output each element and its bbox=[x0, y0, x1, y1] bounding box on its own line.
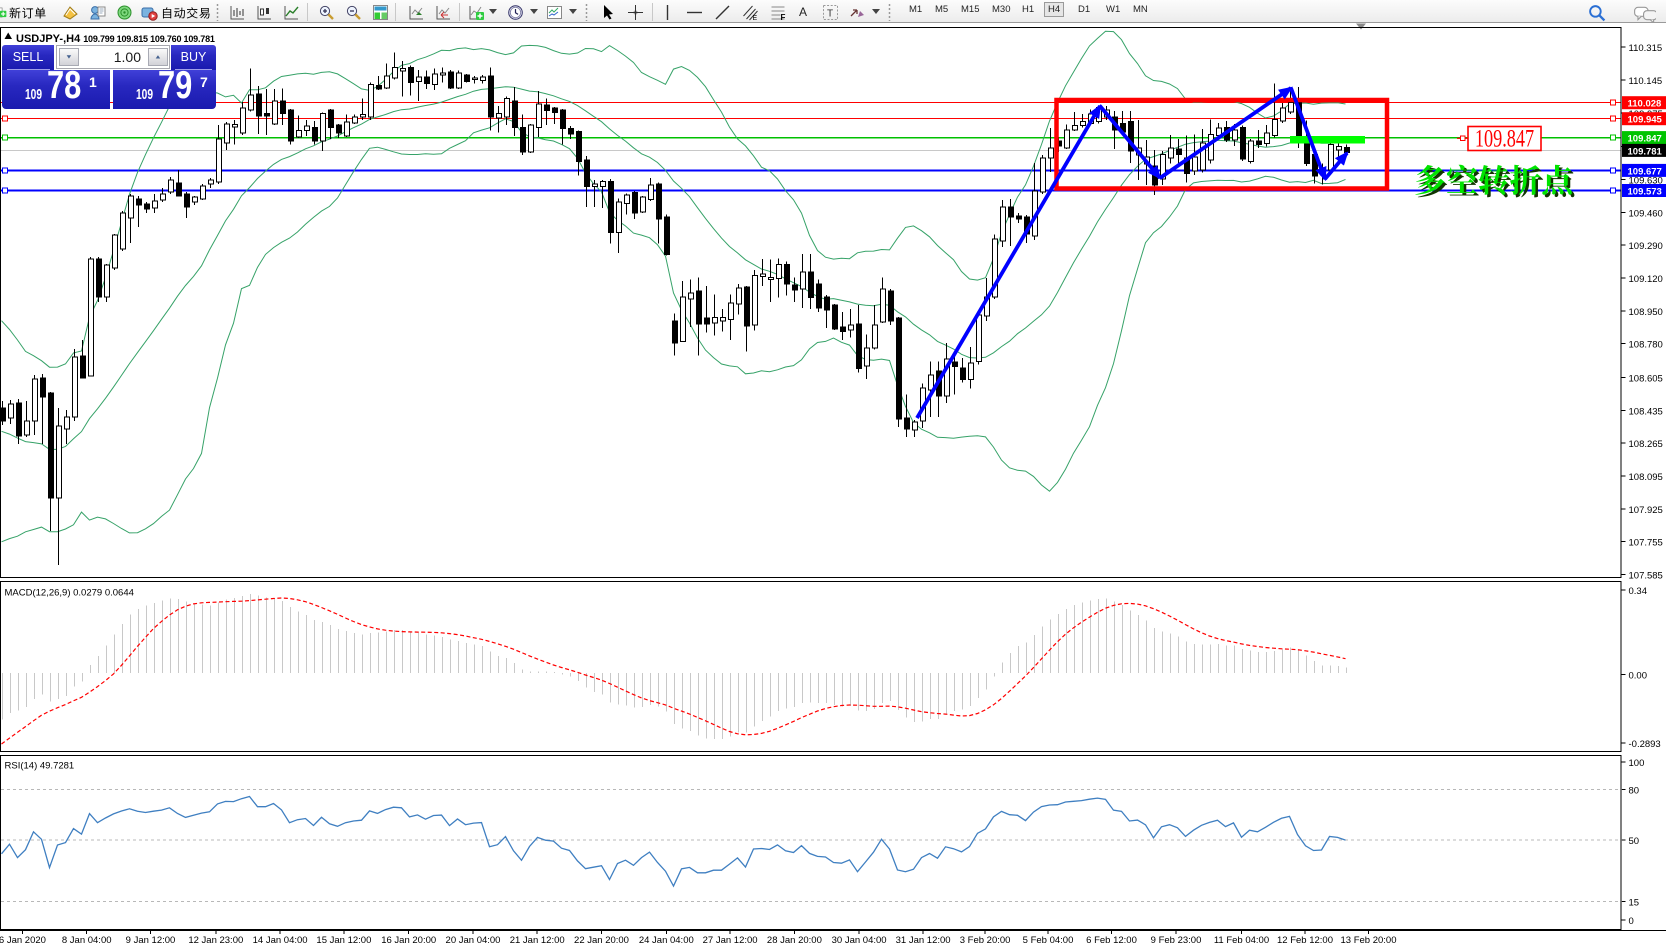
svg-text:16 Jan 20:00: 16 Jan 20:00 bbox=[381, 935, 436, 945]
svg-text:20 Jan 04:00: 20 Jan 04:00 bbox=[446, 935, 501, 945]
svg-text:-0.2893: -0.2893 bbox=[1629, 739, 1661, 750]
svg-text:108.605: 108.605 bbox=[1629, 374, 1663, 385]
svg-text:30 Jan 04:00: 30 Jan 04:00 bbox=[832, 935, 887, 945]
svg-text:109.781: 109.781 bbox=[1628, 146, 1663, 157]
svg-text:T: T bbox=[827, 9, 833, 20]
svg-text:0.00: 0.00 bbox=[1629, 671, 1648, 682]
svg-text:107.925: 107.925 bbox=[1629, 505, 1663, 516]
svg-text:107.755: 107.755 bbox=[1629, 538, 1663, 549]
svg-text:15 Jan 12:00: 15 Jan 12:00 bbox=[316, 935, 371, 945]
svg-text:31 Jan 12:00: 31 Jan 12:00 bbox=[896, 935, 951, 945]
svg-text:11 Feb 04:00: 11 Feb 04:00 bbox=[1214, 935, 1269, 945]
svg-text:80: 80 bbox=[1629, 786, 1640, 797]
svg-text:0.34: 0.34 bbox=[1629, 586, 1648, 597]
svg-text:28 Jan 20:00: 28 Jan 20:00 bbox=[767, 935, 822, 945]
svg-text:5 Feb 04:00: 5 Feb 04:00 bbox=[1023, 935, 1074, 945]
svg-text:109.290: 109.290 bbox=[1629, 241, 1663, 252]
svg-text:12 Feb 12:00: 12 Feb 12:00 bbox=[1277, 935, 1333, 945]
svg-text:110.315: 110.315 bbox=[1629, 43, 1663, 54]
svg-text:3 Feb 20:00: 3 Feb 20:00 bbox=[960, 935, 1011, 945]
svg-text:8 Jan 04:00: 8 Jan 04:00 bbox=[62, 935, 112, 945]
svg-text:12 Jan 23:00: 12 Jan 23:00 bbox=[188, 935, 243, 945]
svg-text:100: 100 bbox=[1629, 758, 1645, 769]
svg-text:MACD(12,26,9) 0.0279 0.0644: MACD(12,26,9) 0.0279 0.0644 bbox=[5, 588, 134, 599]
svg-text:108.265: 108.265 bbox=[1629, 439, 1663, 450]
svg-text:109.573: 109.573 bbox=[1628, 187, 1662, 198]
svg-text:15: 15 bbox=[1629, 898, 1640, 909]
svg-text:22 Jan 20:00: 22 Jan 20:00 bbox=[574, 935, 629, 945]
svg-text:9 Feb 23:00: 9 Feb 23:00 bbox=[1151, 935, 1202, 945]
svg-text:109.677: 109.677 bbox=[1628, 166, 1662, 177]
svg-text:13 Feb 20:00: 13 Feb 20:00 bbox=[1341, 935, 1397, 945]
svg-text:109.120: 109.120 bbox=[1629, 274, 1663, 285]
svg-text:107.585: 107.585 bbox=[1629, 571, 1663, 582]
svg-text:109.630: 109.630 bbox=[1629, 176, 1663, 187]
svg-text:108.095: 108.095 bbox=[1629, 472, 1663, 483]
svg-text:108.780: 108.780 bbox=[1629, 340, 1663, 351]
svg-text:0: 0 bbox=[1629, 916, 1634, 927]
svg-text:109.460: 109.460 bbox=[1629, 208, 1663, 219]
svg-text:109.847: 109.847 bbox=[1628, 134, 1662, 145]
svg-text:21 Jan 12:00: 21 Jan 12:00 bbox=[510, 935, 565, 945]
svg-text:110.145: 110.145 bbox=[1629, 76, 1663, 87]
svg-text:14 Jan 04:00: 14 Jan 04:00 bbox=[253, 935, 308, 945]
svg-text:RSI(14) 49.7281: RSI(14) 49.7281 bbox=[5, 761, 75, 772]
svg-text:E: E bbox=[753, 15, 758, 21]
svg-text:6 Feb 12:00: 6 Feb 12:00 bbox=[1086, 935, 1137, 945]
svg-text:F: F bbox=[781, 13, 786, 21]
svg-text:110.028: 110.028 bbox=[1628, 99, 1662, 110]
svg-text:109.847: 109.847 bbox=[1475, 125, 1534, 152]
svg-text:27 Jan 12:00: 27 Jan 12:00 bbox=[703, 935, 758, 945]
svg-text:9 Jan 12:00: 9 Jan 12:00 bbox=[126, 935, 176, 945]
svg-text:108.950: 108.950 bbox=[1629, 307, 1663, 318]
svg-text:108.435: 108.435 bbox=[1629, 406, 1663, 417]
svg-text:24 Jan 04:00: 24 Jan 04:00 bbox=[639, 935, 694, 945]
svg-text:109.945: 109.945 bbox=[1628, 115, 1663, 126]
svg-text:50: 50 bbox=[1629, 836, 1640, 847]
svg-text:6 Jan 2020: 6 Jan 2020 bbox=[0, 935, 46, 945]
svg-text:USDJPY-,H4 109.799 109.815 10: USDJPY-,H4 109.799 109.815 109.760 109.7… bbox=[16, 33, 215, 45]
